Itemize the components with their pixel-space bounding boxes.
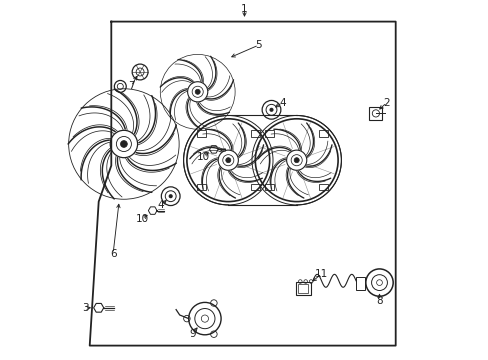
Bar [319, 130, 327, 136]
Bar [265, 130, 274, 136]
Bar [355, 277, 365, 290]
Circle shape [225, 158, 230, 163]
Text: 1: 1 [241, 4, 247, 14]
Circle shape [294, 158, 299, 163]
Text: 10: 10 [135, 214, 148, 224]
Circle shape [168, 194, 172, 198]
Text: 3: 3 [82, 303, 88, 313]
Bar [297, 284, 307, 293]
Text: 10: 10 [196, 152, 209, 162]
Text: 4: 4 [157, 200, 164, 210]
Bar [250, 130, 259, 136]
Text: 11: 11 [315, 269, 328, 279]
Circle shape [195, 89, 200, 94]
Text: 5: 5 [255, 40, 262, 50]
Bar [197, 184, 205, 190]
Text: 2: 2 [383, 98, 389, 108]
Text: 7: 7 [127, 81, 134, 91]
Text: 4: 4 [279, 98, 285, 108]
Bar [295, 282, 310, 295]
Bar [265, 184, 274, 190]
Circle shape [269, 108, 273, 112]
Circle shape [120, 140, 127, 148]
Bar [197, 130, 205, 136]
Text: 8: 8 [375, 296, 382, 306]
Text: 9: 9 [188, 329, 195, 339]
Bar [319, 184, 327, 190]
Bar [368, 107, 382, 120]
Text: 6: 6 [110, 249, 116, 259]
Bar [250, 184, 259, 190]
